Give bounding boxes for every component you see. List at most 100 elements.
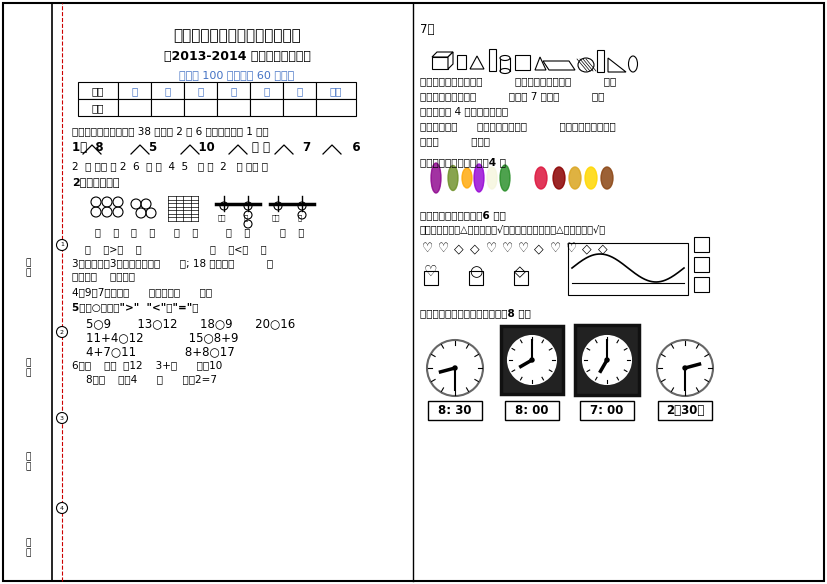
Polygon shape bbox=[535, 57, 546, 70]
Ellipse shape bbox=[462, 168, 472, 188]
Text: 1、  8           5          10         （ ）        7          6: 1、 8 5 10 （ ） 7 6 bbox=[72, 141, 361, 154]
Bar bbox=[283, 99, 316, 116]
Bar bbox=[184, 99, 217, 116]
Text: 四: 四 bbox=[231, 86, 237, 96]
Text: （    ）: （ ） bbox=[226, 227, 250, 237]
Text: 2、看图写数。: 2、看图写数。 bbox=[72, 177, 119, 187]
Ellipse shape bbox=[535, 167, 547, 189]
Text: ◇: ◇ bbox=[470, 242, 480, 255]
Circle shape bbox=[683, 366, 687, 370]
Text: ⑵从右数第二个是（          ），第 7 个是（          ）。: ⑵从右数第二个是（ ），第 7 个是（ ）。 bbox=[420, 91, 605, 101]
Text: （    ）<（    ）: （ ）<（ ） bbox=[210, 244, 266, 254]
Ellipse shape bbox=[500, 165, 510, 191]
Text: ♡: ♡ bbox=[422, 242, 433, 255]
Text: ♡: ♡ bbox=[550, 242, 562, 255]
Bar bbox=[457, 55, 466, 69]
Circle shape bbox=[530, 358, 534, 362]
Polygon shape bbox=[432, 57, 448, 69]
Text: 2: 2 bbox=[60, 329, 64, 335]
Bar bbox=[118, 99, 151, 116]
Text: 个一和（    ）个十。: 个一和（ ）个十。 bbox=[72, 271, 135, 281]
Bar bbox=[283, 82, 316, 99]
Ellipse shape bbox=[448, 165, 458, 190]
Text: 六: 六 bbox=[296, 86, 303, 96]
Circle shape bbox=[453, 366, 457, 370]
Bar bbox=[250, 99, 283, 116]
Bar bbox=[151, 82, 184, 99]
Text: ⑴从左数圆柱排在第（          ），从右数排在第（          ）。: ⑴从左数圆柱排在第（ ），从右数排在第（ ）。 bbox=[420, 76, 616, 86]
Text: 2时30分: 2时30分 bbox=[666, 405, 704, 418]
Ellipse shape bbox=[553, 167, 565, 189]
Text: ♡: ♡ bbox=[438, 242, 449, 255]
Text: 8: 00: 8: 00 bbox=[515, 405, 549, 418]
Bar bbox=[217, 82, 250, 99]
Bar bbox=[316, 82, 356, 99]
Polygon shape bbox=[432, 52, 453, 57]
Bar bbox=[316, 99, 356, 116]
Text: ♡: ♡ bbox=[486, 242, 497, 255]
Ellipse shape bbox=[487, 167, 497, 189]
Bar bbox=[501, 326, 563, 394]
Text: 得分: 得分 bbox=[92, 103, 104, 113]
Bar bbox=[580, 401, 634, 420]
Text: 6、（    ）＋  ＝12    3+（      ）＝10: 6、（ ）＋ ＝12 3+（ ）＝10 bbox=[72, 360, 222, 370]
Text: 总分: 总分 bbox=[330, 86, 342, 96]
Text: 四、把时间与钟面连在一起。（8 分）: 四、把时间与钟面连在一起。（8 分） bbox=[420, 308, 531, 318]
Circle shape bbox=[583, 336, 631, 384]
Text: ⑴最多的下面画△，最少的面√。⑵在最长的后面画△，最短的面√。: ⑴最多的下面画△，最少的面√。⑵在最长的后面画△，最短的面√。 bbox=[420, 224, 606, 234]
Text: 7: 00: 7: 00 bbox=[590, 405, 624, 418]
Text: （    ）: （ ） bbox=[95, 227, 119, 237]
Bar bbox=[575, 325, 639, 395]
Text: 题号: 题号 bbox=[92, 86, 104, 96]
Text: 4、9和7的和是（      ），差是（      ）。: 4、9和7的和是（ ），差是（ ）。 bbox=[72, 287, 212, 297]
Text: 十位: 十位 bbox=[272, 214, 280, 221]
Text: ◇: ◇ bbox=[454, 242, 464, 255]
Bar bbox=[597, 50, 604, 72]
Bar bbox=[469, 271, 483, 285]
Text: ◇: ◇ bbox=[534, 242, 543, 255]
Text: 8－（    ）＝4      （      ）＋2=7: 8－（ ）＝4 （ ）＋2=7 bbox=[86, 374, 217, 384]
Text: 姓
名: 姓 名 bbox=[26, 359, 31, 378]
Text: 二、把同类的圈在一起。4 分: 二、把同类的圈在一起。4 分 bbox=[420, 157, 506, 167]
Bar bbox=[428, 401, 482, 420]
Text: ♡: ♡ bbox=[424, 264, 437, 279]
Circle shape bbox=[56, 326, 68, 338]
Text: ⑷长方体有（      ）个，三角形有（          ）个，长方体比三角: ⑷长方体有（ ）个，三角形有（ ）个，长方体比三角 bbox=[420, 121, 616, 131]
Text: 二: 二 bbox=[165, 86, 170, 96]
Text: ◇: ◇ bbox=[514, 264, 526, 279]
Text: 一年级数学上册期末综合复习题: 一年级数学上册期末综合复习题 bbox=[173, 28, 301, 43]
Bar bbox=[184, 82, 217, 99]
Ellipse shape bbox=[500, 68, 510, 74]
Polygon shape bbox=[448, 52, 453, 69]
Bar bbox=[568, 243, 688, 295]
Text: 2  （ ）（ ） 2  6  （ ）  4  5   （ ）  2   （ ）（ ）: 2 （ ）（ ） 2 6 （ ） 4 5 （ ） 2 （ ）（ ） bbox=[72, 161, 268, 171]
Bar bbox=[78, 82, 118, 99]
Text: ♡: ♡ bbox=[502, 242, 514, 255]
Circle shape bbox=[56, 412, 68, 423]
Bar bbox=[489, 49, 496, 71]
Ellipse shape bbox=[474, 164, 484, 192]
Ellipse shape bbox=[569, 167, 581, 189]
Text: ♡: ♡ bbox=[566, 242, 577, 255]
Text: 4+7○11             8+8○17: 4+7○11 8+8○17 bbox=[86, 345, 235, 358]
Text: （    ）: （ ） bbox=[280, 227, 304, 237]
Text: （2013-2014 学年度第一学期）: （2013-2014 学年度第一学期） bbox=[164, 50, 310, 63]
Polygon shape bbox=[543, 61, 575, 70]
Text: 个: 个 bbox=[298, 214, 302, 221]
Text: 形多（          ）个。: 形多（ ）个。 bbox=[420, 136, 490, 146]
Bar bbox=[250, 82, 283, 99]
Text: ◇: ◇ bbox=[582, 242, 591, 255]
Text: ⑶把右边的 4 个图形圈起来。: ⑶把右边的 4 个图形圈起来。 bbox=[420, 106, 508, 116]
Text: 班
级: 班 级 bbox=[26, 452, 31, 472]
Text: 5、在○里填上">"  "<"或"="。: 5、在○里填上">" "<"或"="。 bbox=[72, 302, 198, 312]
Bar bbox=[118, 82, 151, 99]
Text: （    ）>（    ）: （ ）>（ ） bbox=[85, 244, 141, 254]
Text: 一: 一 bbox=[131, 86, 137, 96]
Text: 三: 三 bbox=[198, 86, 203, 96]
Text: ♡: ♡ bbox=[518, 242, 529, 255]
Circle shape bbox=[657, 340, 713, 396]
Text: 4: 4 bbox=[60, 506, 64, 510]
Text: 11+4○12            15○8+9: 11+4○12 15○8+9 bbox=[86, 331, 238, 344]
Bar bbox=[151, 99, 184, 116]
Text: 个: 个 bbox=[244, 214, 248, 221]
